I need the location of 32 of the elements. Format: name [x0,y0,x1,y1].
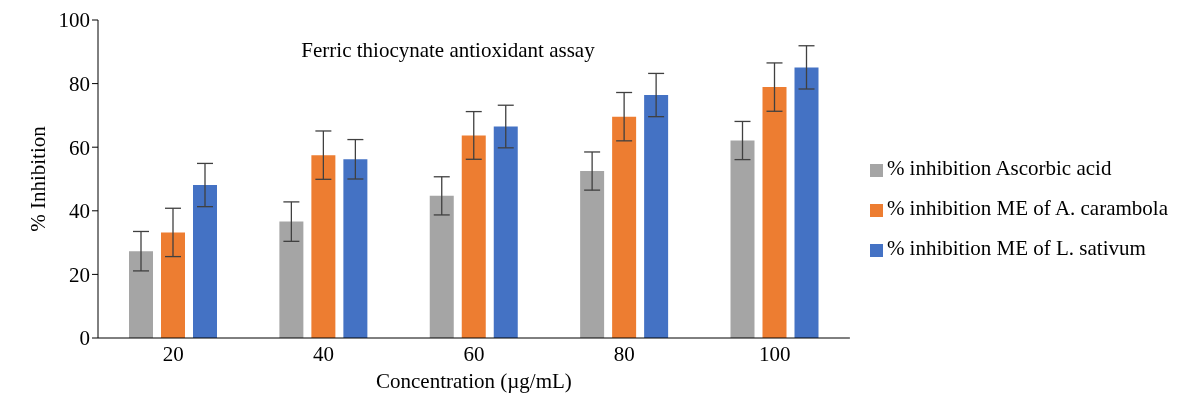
legend-label: % inhibition ME of A. carambola [886,196,1168,220]
legend-label: % inhibition Ascorbic acid [886,156,1112,180]
y-tick-label: 60 [69,135,90,160]
bar [644,95,669,338]
bar [580,171,605,338]
bar [193,185,217,338]
y-tick-label: 40 [69,199,90,224]
y-tick-label: 100 [58,8,90,33]
legend-label: % inhibition ME of L. sativum [886,236,1146,260]
bar [730,140,755,338]
bar [493,126,518,338]
bar [461,135,486,338]
x-tick-label: 20 [162,341,184,366]
x-tick-label: 80 [613,341,635,366]
bar [161,232,185,338]
bar [762,87,787,338]
bar [612,116,637,338]
bar [311,155,336,338]
y-tick-label: 0 [79,326,90,351]
bar [794,67,819,338]
x-tick-label: 100 [758,341,791,366]
text: Ferric thiocynate antioxidant assay [300,38,596,63]
bar [129,251,153,338]
y-axis-title: % Inhibition [26,125,51,232]
x-tick-label: 60 [463,341,485,366]
bar [279,221,304,338]
y-tick-label: 20 [69,262,90,287]
y-tick-label: 80 [69,72,90,97]
x-tick-label: 40 [313,341,335,366]
bar [343,159,368,338]
x-axis-title: Concentration (µg/mL) [376,369,572,393]
bar [429,195,454,338]
